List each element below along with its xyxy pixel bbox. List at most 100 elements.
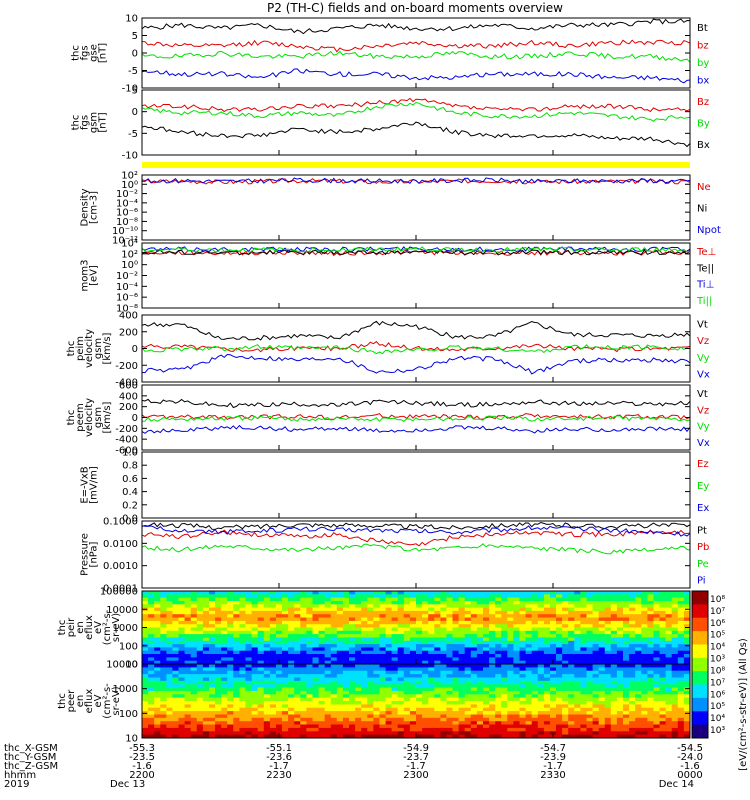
heatmap-cell xyxy=(391,637,399,642)
heatmap-cell xyxy=(294,724,301,729)
heatmap-cell xyxy=(635,727,642,732)
heatmap-cell xyxy=(434,721,441,726)
series-line-Bx xyxy=(142,121,690,148)
heatmap-cell xyxy=(367,640,374,645)
heatmap-cell xyxy=(221,604,228,609)
heatmap-cell xyxy=(507,670,514,675)
y-tick-label: 400 xyxy=(119,391,138,402)
heatmap-cell xyxy=(653,594,661,599)
heatmap-cell xyxy=(604,640,612,645)
heatmap-cell xyxy=(172,654,180,658)
heatmap-cell xyxy=(623,704,630,709)
heatmap-cell xyxy=(525,687,533,692)
heatmap-cell xyxy=(312,690,320,695)
colorbar-segment xyxy=(692,724,708,739)
colorbar-tick-label: 10⁷ xyxy=(710,678,725,688)
heatmap-cell xyxy=(196,731,204,736)
heatmap-cell xyxy=(154,667,161,672)
heatmap-cell xyxy=(391,644,399,648)
heatmap-cell xyxy=(580,701,588,705)
heatmap-cell xyxy=(233,620,240,625)
heatmap-cell xyxy=(385,724,393,729)
heatmap-cell xyxy=(574,664,581,668)
heatmap-cell xyxy=(367,591,374,595)
y-axis-label: peem xyxy=(75,403,86,431)
heatmap-cell xyxy=(282,650,289,655)
heatmap-cell xyxy=(355,707,362,712)
heatmap-cell xyxy=(452,601,460,605)
heatmap-cell xyxy=(665,657,673,662)
heatmap-cell xyxy=(464,601,472,605)
heatmap-cell xyxy=(202,734,210,738)
y-axis-label: peer xyxy=(66,689,77,713)
heatmap-cell xyxy=(434,677,441,682)
heatmap-cell xyxy=(324,597,332,602)
heatmap-cell xyxy=(416,731,423,736)
heatmap-cell xyxy=(428,637,435,642)
heatmap-cell xyxy=(379,657,387,662)
heatmap-cell xyxy=(495,707,502,712)
series-line-Vz xyxy=(142,413,690,421)
heatmap-cell xyxy=(513,640,521,645)
heatmap-cell xyxy=(336,637,344,642)
heatmap-cell xyxy=(184,731,192,736)
heatmap-cell xyxy=(330,630,338,635)
heatmap-cell xyxy=(391,610,399,615)
heatmap-cell xyxy=(166,731,174,736)
heatmap-cell xyxy=(318,667,326,672)
heatmap-cell xyxy=(202,650,210,655)
heatmap-cell xyxy=(251,617,259,622)
heatmap-cell xyxy=(336,634,344,638)
heatmap-cell xyxy=(403,724,411,729)
heatmap-cell xyxy=(233,607,240,612)
heatmap-cell xyxy=(556,721,563,726)
heatmap-cell xyxy=(610,624,618,629)
heatmap-cell xyxy=(470,664,478,668)
heatmap-cell xyxy=(160,670,167,675)
heatmap-cell xyxy=(464,664,472,668)
heatmap-cell xyxy=(306,601,314,605)
heatmap-cell xyxy=(154,617,161,622)
heatmap-cell xyxy=(604,717,612,722)
legend-Ey: Ey xyxy=(697,481,709,492)
heatmap-cell xyxy=(422,637,429,642)
heatmap-cell xyxy=(196,701,204,705)
heatmap-cell xyxy=(385,637,393,642)
heatmap-cell xyxy=(318,597,326,602)
heatmap-cell xyxy=(653,667,661,672)
heatmap-cell xyxy=(239,674,247,679)
heatmap-cell xyxy=(239,714,247,719)
heatmap-cell xyxy=(312,734,320,738)
heatmap-cell xyxy=(184,647,192,652)
heatmap-cell xyxy=(458,604,466,609)
heatmap-cell xyxy=(196,614,204,619)
heatmap-cell xyxy=(312,697,320,702)
heatmap-cell xyxy=(324,704,332,709)
heatmap-cell xyxy=(227,664,234,668)
heatmap-cell xyxy=(403,714,411,719)
heatmap-cell xyxy=(300,607,307,612)
heatmap-cell xyxy=(367,634,374,638)
heatmap-cell xyxy=(659,674,667,679)
heatmap-cell xyxy=(276,694,283,699)
heatmap-cell xyxy=(677,714,685,719)
heatmap-cell xyxy=(391,697,399,702)
heatmap-cell xyxy=(373,724,381,729)
heatmap-cell xyxy=(148,687,155,692)
heatmap-cell xyxy=(604,644,612,648)
heatmap-cell xyxy=(263,727,271,732)
heatmap-cell xyxy=(659,597,667,602)
heatmap-cell xyxy=(190,674,198,679)
heatmap-cell xyxy=(616,694,624,699)
heatmap-cell xyxy=(239,660,247,664)
heatmap-cell xyxy=(489,690,496,695)
heatmap-cell xyxy=(416,687,423,692)
heatmap-cell xyxy=(391,687,399,692)
heatmap-cell xyxy=(300,650,307,655)
heatmap-cell xyxy=(379,654,387,658)
heatmap-cell xyxy=(616,704,624,709)
x-tick-label: 2300 xyxy=(403,770,428,781)
heatmap-cell xyxy=(677,724,685,729)
heatmap-cell xyxy=(501,701,508,705)
y-tick-label: 10000 xyxy=(106,605,138,616)
